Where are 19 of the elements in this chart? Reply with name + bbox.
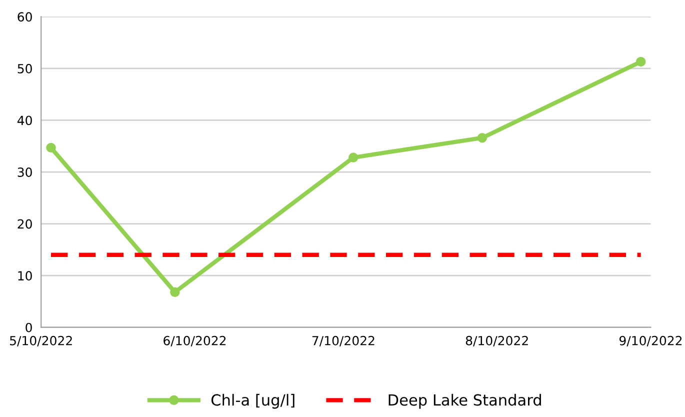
x-tick-label: 8/10/2022 <box>466 336 528 346</box>
point <box>170 287 180 297</box>
y-tick-label: 10 <box>18 271 32 280</box>
y-tick-label: 50 <box>18 64 32 74</box>
point <box>636 56 646 67</box>
y-tick-label: 40 <box>17 116 32 126</box>
x-tick-label: 5/10/2022 <box>10 336 72 346</box>
point <box>348 152 358 162</box>
y-tick-label: 30 <box>18 167 32 177</box>
point <box>46 142 56 153</box>
y-tick-label: 20 <box>18 219 32 229</box>
x-tick-label: 6/10/2022 <box>164 336 226 346</box>
legend-label: Deep Lake Standard <box>388 394 541 409</box>
y-tick-label: 60 <box>18 12 32 22</box>
x-tick-label: 9/10/2022 <box>619 336 682 346</box>
x-tick-label: 7/10/2022 <box>312 336 374 346</box>
y-tick-label: 0 <box>26 322 32 332</box>
point <box>477 132 488 143</box>
legend-label: Chl-a [ug/l] <box>211 394 294 409</box>
